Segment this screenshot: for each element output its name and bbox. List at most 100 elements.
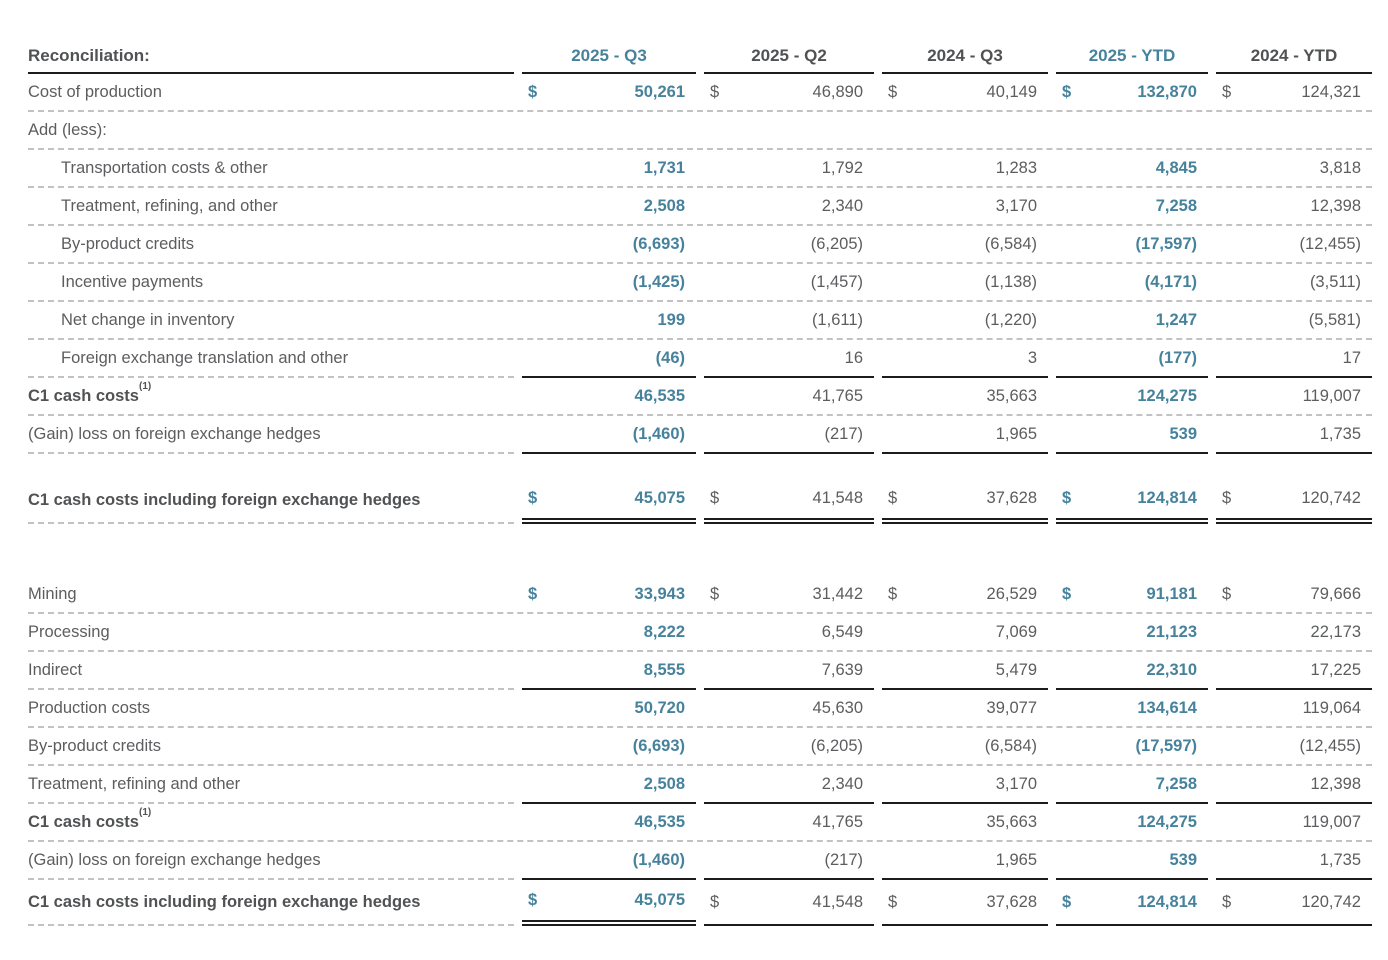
table-row: Cost of production $50,261 $46,890 $40,149 $… xyxy=(28,74,1372,112)
cell-value: 539 xyxy=(1169,850,1197,869)
value-cell: (3,511) xyxy=(1208,264,1372,300)
value-cell: 1,735 xyxy=(1208,842,1372,880)
value-cell: 119,007 xyxy=(1208,804,1372,840)
cell-value: 50,261 xyxy=(634,82,685,101)
column-header-label: 2025 - YTD xyxy=(1088,46,1176,65)
cell-value: 124,321 xyxy=(1301,82,1361,101)
cell-value: 119,007 xyxy=(1302,812,1361,831)
row-label-cell: Processing xyxy=(28,614,514,650)
value-cell: 5,479 xyxy=(874,652,1048,690)
value-cell: 1,965 xyxy=(874,416,1048,454)
row-label-cell: Indirect xyxy=(28,652,514,690)
row-label: Processing xyxy=(28,622,110,641)
row-space xyxy=(28,454,1372,478)
value-cell: 1,965 xyxy=(874,842,1048,880)
currency-symbol: $ xyxy=(1222,584,1232,603)
row-label-cell: Production costs xyxy=(28,690,514,726)
value-cell xyxy=(1048,112,1208,148)
value-cell: 1,735 xyxy=(1208,416,1372,454)
value-cell: (1,460) xyxy=(514,842,696,880)
row-label: Foreign exchange translation and other xyxy=(61,348,349,367)
table-row: Indirect 8,555 7,639 5,479 22,310 17,225 xyxy=(28,652,1372,690)
row-label-cell: (Gain) loss on foreign exchange hedges xyxy=(28,416,514,454)
value-cell: 2,508 xyxy=(514,188,696,224)
cell-value: 1,247 xyxy=(1155,310,1197,329)
cell-value: (1,138) xyxy=(984,272,1037,291)
cell-value: 46,890 xyxy=(812,82,863,101)
table-row: Treatment, refining, and other 2,508 2,340… xyxy=(28,188,1372,226)
cell-value: 1,965 xyxy=(995,424,1037,443)
row-label-cell: Cost of production xyxy=(28,74,514,110)
cell-value: 79,666 xyxy=(1310,584,1361,603)
currency-symbol: $ xyxy=(1062,892,1072,911)
table-row: (Gain) loss on foreign exchange hedges (1… xyxy=(28,416,1372,454)
cell-value: 4,845 xyxy=(1155,158,1197,177)
row-label: (Gain) loss on foreign exchange hedges xyxy=(28,850,321,869)
table-row: Mining $33,943 $31,442 $26,529 $91,181 $79,66… xyxy=(28,576,1372,614)
value-cell: 2,340 xyxy=(696,766,874,804)
value-cell xyxy=(1208,112,1372,148)
cell-value: (6,693) xyxy=(632,736,685,755)
currency-symbol: $ xyxy=(528,890,538,909)
cell-value: (4,171) xyxy=(1144,272,1197,291)
cell-value: 134,614 xyxy=(1137,698,1197,717)
value-cell: $124,814 xyxy=(1048,478,1208,524)
value-cell: 3,170 xyxy=(874,766,1048,804)
row-label: Production costs xyxy=(28,698,150,717)
table-section-cost-reconciliation: Cost of production $50,261 $46,890 $40,149 $… xyxy=(28,74,1372,524)
column-header: 2025 - Q3 xyxy=(514,40,696,74)
currency-symbol: $ xyxy=(1222,488,1232,507)
value-cell: (1,460) xyxy=(514,416,696,454)
cell-value: (1,611) xyxy=(811,310,863,329)
value-cell: (6,205) xyxy=(696,226,874,262)
row-label: By-product credits xyxy=(61,234,194,253)
cell-value: 7,639 xyxy=(821,660,863,679)
column-header: 2024 - Q3 xyxy=(874,40,1048,74)
value-cell: 6,549 xyxy=(696,614,874,650)
table-section-cost-components: Mining $33,943 $31,442 $26,529 $91,181 $79,66… xyxy=(28,576,1372,926)
currency-symbol: $ xyxy=(710,892,720,911)
cell-value: 3,818 xyxy=(1319,158,1361,177)
row-label-cell: Incentive payments xyxy=(28,264,514,300)
value-cell: (6,693) xyxy=(514,728,696,764)
value-cell: 22,173 xyxy=(1208,614,1372,650)
cell-value: (177) xyxy=(1158,348,1197,367)
row-label-cell: Mining xyxy=(28,576,514,612)
table-row: Transportation costs & other 1,731 1,792 1,… xyxy=(28,150,1372,188)
value-cell: (12,455) xyxy=(1208,728,1372,764)
cell-value: 124,275 xyxy=(1137,812,1197,831)
column-header-label: 2024 - YTD xyxy=(1250,46,1338,65)
table-row: Production costs 50,720 45,630 39,077 134,61… xyxy=(28,690,1372,728)
currency-symbol: $ xyxy=(1222,82,1232,101)
row-label-cell: C1 cash costs(1) xyxy=(28,378,514,414)
value-cell: 124,275 xyxy=(1048,378,1208,414)
value-cell: $31,442 xyxy=(696,576,874,612)
row-label: Cost of production xyxy=(28,82,162,101)
cell-value: 39,077 xyxy=(986,698,1037,717)
cell-value: 41,765 xyxy=(812,386,863,405)
cell-value: 35,663 xyxy=(986,812,1037,831)
value-cell: 1,792 xyxy=(696,150,874,186)
cell-value: 539 xyxy=(1169,424,1197,443)
column-header: 2024 - YTD xyxy=(1208,40,1372,74)
table-row: By-product credits (6,693) (6,205) (6,584) (… xyxy=(28,728,1372,766)
value-cell xyxy=(874,112,1048,148)
value-cell: 8,555 xyxy=(514,652,696,690)
cell-value: (6,205) xyxy=(810,234,863,253)
value-cell xyxy=(514,112,696,148)
cell-value: 5,479 xyxy=(995,660,1037,679)
value-cell: 50,720 xyxy=(514,690,696,726)
cell-value: 119,064 xyxy=(1302,698,1361,717)
cell-value: (1,460) xyxy=(632,424,685,443)
currency-symbol: $ xyxy=(888,488,898,507)
value-cell: $120,742 xyxy=(1208,880,1372,926)
table-row: (Gain) loss on foreign exchange hedges (1… xyxy=(28,842,1372,880)
currency-symbol: $ xyxy=(528,82,538,101)
column-header-label: 2025 - Q2 xyxy=(751,46,827,65)
currency-symbol: $ xyxy=(1062,488,1072,507)
cell-value: 3,170 xyxy=(995,196,1037,215)
value-cell: 12,398 xyxy=(1208,766,1372,804)
row-label: Net change in inventory xyxy=(61,310,235,329)
cell-value: 45,630 xyxy=(812,698,863,717)
